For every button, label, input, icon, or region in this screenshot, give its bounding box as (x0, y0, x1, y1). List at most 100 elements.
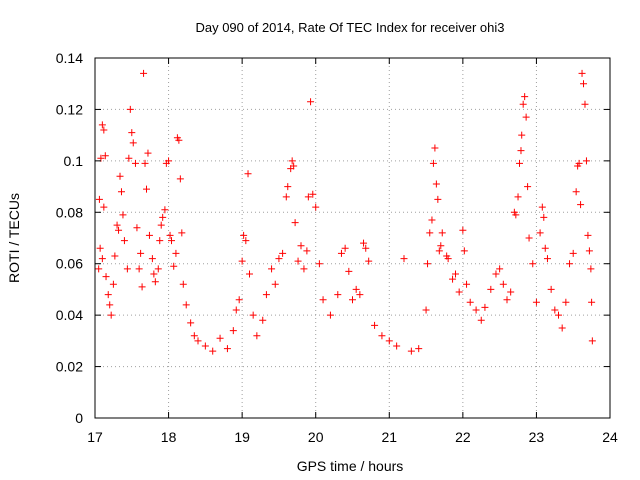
data-point (518, 131, 526, 139)
data-point (422, 306, 430, 314)
data-point (104, 291, 112, 299)
y-tick-label: 0 (75, 410, 83, 426)
data-point (588, 337, 596, 345)
data-point (435, 247, 443, 255)
data-point (551, 306, 559, 314)
data-point (201, 342, 209, 350)
y-axis-label: ROTI / TECUs (6, 193, 22, 283)
data-point (514, 193, 522, 201)
data-point (143, 185, 150, 193)
data-point (507, 288, 515, 296)
data-point (288, 157, 296, 165)
data-point (284, 183, 292, 191)
data-point (100, 203, 108, 211)
data-point (291, 219, 299, 227)
data-point (319, 296, 327, 304)
data-point (426, 229, 434, 237)
grid-lines (95, 58, 610, 418)
data-point (449, 275, 457, 283)
data-point (95, 195, 103, 203)
data-point (541, 244, 549, 252)
data-point (240, 231, 248, 239)
data-point (156, 237, 164, 245)
data-point (131, 159, 139, 167)
data-point (117, 188, 125, 196)
data-point (106, 301, 114, 309)
data-point (378, 332, 386, 340)
data-point (575, 159, 583, 167)
data-point (125, 154, 133, 162)
x-tick-label: 19 (234, 429, 250, 445)
data-point (98, 255, 106, 263)
data-point (279, 249, 287, 257)
data-point (463, 280, 471, 288)
data-point (157, 221, 165, 229)
data-point (244, 170, 252, 178)
data-point (400, 255, 408, 263)
data-point (503, 296, 511, 304)
data-point (555, 311, 562, 319)
data-point (452, 270, 459, 278)
data-point (249, 311, 257, 319)
x-tick-label: 22 (455, 429, 471, 445)
data-point (271, 280, 279, 288)
data-point (113, 221, 121, 229)
data-point (159, 213, 167, 221)
data-point (190, 332, 198, 340)
data-point (172, 249, 180, 257)
data-point (524, 183, 532, 191)
y-tick-label: 0.14 (56, 50, 83, 66)
data-point (584, 231, 592, 239)
data-point (154, 265, 162, 273)
data-point (496, 265, 504, 273)
data-point (111, 252, 119, 260)
data-point (581, 100, 589, 108)
data-point (290, 162, 298, 170)
data-point (492, 270, 500, 278)
data-point (282, 193, 290, 201)
y-tick-label: 0.06 (56, 256, 83, 272)
data-point (176, 175, 184, 183)
x-tick-label: 20 (308, 429, 324, 445)
data-point (455, 288, 463, 296)
data-point (356, 291, 364, 299)
data-point (362, 244, 370, 252)
data-point (519, 100, 527, 108)
data-point (101, 152, 109, 160)
data-point (309, 190, 317, 198)
data-point (120, 237, 128, 245)
data-point (466, 298, 474, 306)
y-tick-label: 0.1 (64, 153, 84, 169)
axis-ticks (94, 57, 611, 419)
data-point (582, 157, 590, 165)
data-point (543, 255, 551, 263)
data-point (536, 229, 544, 237)
data-point (459, 226, 467, 234)
data-point (300, 265, 308, 273)
data-point (303, 247, 311, 255)
data-point (126, 105, 134, 113)
data-point (345, 267, 353, 275)
data-point (341, 244, 349, 252)
data-point (98, 121, 106, 129)
data-point (304, 193, 312, 201)
data-point (145, 231, 153, 239)
data-point (116, 172, 124, 180)
data-point (166, 231, 174, 239)
data-point (547, 285, 555, 293)
data-point (133, 224, 141, 232)
data-point (137, 249, 145, 257)
data-point (96, 244, 104, 252)
data-points (95, 69, 596, 355)
data-point (580, 80, 588, 88)
data-point (499, 280, 507, 288)
data-point (262, 291, 270, 299)
data-point (315, 260, 323, 268)
data-point (223, 345, 231, 353)
data-point (477, 316, 485, 324)
data-point (415, 345, 423, 353)
x-tick-label: 23 (529, 429, 545, 445)
data-point (434, 195, 442, 203)
data-point (360, 239, 368, 247)
data-point (385, 337, 393, 345)
